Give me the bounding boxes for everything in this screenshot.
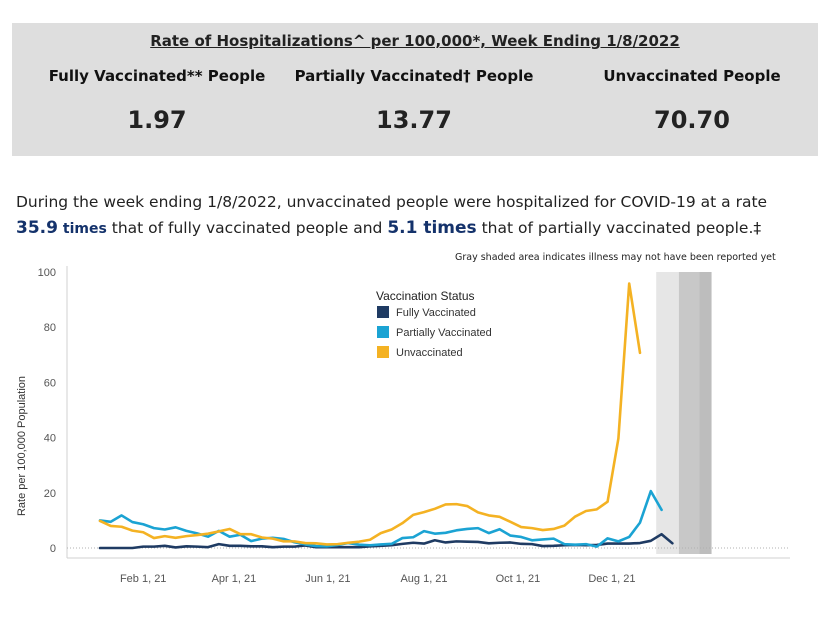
chart-series (98, 282, 674, 550)
fully-vaccinated-label: Fully Vaccinated** People (48, 67, 266, 85)
y-tick-label: 60 (44, 377, 56, 389)
statement-mid: that of fully vaccinated people and (111, 219, 383, 237)
partially-vaccinated-rate: 13.77 (376, 106, 452, 134)
legend-swatch (377, 306, 389, 318)
ratio-fully-vaccinated-unit: times (62, 221, 107, 237)
chart-legend: Vaccination Status Fully Vaccinated Parti… (376, 289, 492, 359)
partially-vaccinated-line (98, 489, 663, 548)
reporting-lag-shading (656, 272, 712, 554)
summary-title: Rate of Hospitalizations^ per 100,000*, … (150, 32, 680, 50)
legend-swatch (377, 346, 389, 358)
statement-intro: During the week ending 1/8/2022, unvacci… (16, 193, 768, 211)
fully-vaccinated-column: Fully Vaccinated** People 1.97 (27, 67, 287, 134)
rate-comparison-statement: During the week ending 1/8/2022, unvacci… (16, 189, 816, 242)
shade-light (656, 272, 679, 554)
y-tick-label: 20 (44, 488, 56, 500)
x-tick-label: Jun 1, 21 (305, 573, 350, 585)
legend-label: Partially Vaccinated (396, 327, 492, 339)
x-tick-label: Aug 1, 21 (400, 573, 447, 585)
unvaccinated-label: Unvaccinated People (603, 67, 781, 85)
unvaccinated-column: Unvaccinated People 70.70 (562, 67, 822, 134)
legend-title: Vaccination Status (376, 289, 475, 303)
shade-dark (678, 272, 702, 554)
x-tick-label: Feb 1, 21 (120, 573, 166, 585)
unvaccinated-line (98, 282, 642, 546)
legend-label: Unvaccinated (396, 347, 463, 359)
summary-panel: Rate of Hospitalizations^ per 100,000*, … (12, 23, 818, 156)
y-axis-label: Rate per 100,000 Population (16, 376, 28, 516)
shade-darkest (699, 272, 712, 554)
partially-vaccinated-column: Partially Vaccinated† People 13.77 (284, 67, 544, 134)
y-tick-label: 80 (44, 322, 56, 334)
chart-axes: 0 20 40 60 80 100 Feb 1, 21 Apr 1, 21 Jun 1, 21 A… (38, 266, 790, 585)
partially-vaccinated-label: Partially Vaccinated† People (294, 67, 534, 85)
reporting-lag-note: Gray shaded area indicates illness may n… (455, 252, 776, 263)
x-tick-label: Dec 1, 21 (588, 573, 635, 585)
y-tick-label: 40 (44, 433, 56, 445)
x-tick-label: Oct 1, 21 (496, 573, 541, 585)
ratio-partially-vaccinated: 5.1 times (387, 218, 477, 238)
hospitalization-rate-chart: 0 20 40 60 80 100 Feb 1, 21 Apr 1, 21 Jun 1, 21 A… (16, 266, 790, 585)
legend-label: Fully Vaccinated (396, 307, 476, 319)
ratio-fully-vaccinated: 35.9 (16, 218, 58, 238)
y-tick-label: 0 (50, 543, 56, 555)
legend-swatch (377, 326, 389, 338)
y-tick-label: 100 (38, 267, 56, 279)
x-tick-label: Apr 1, 21 (212, 573, 257, 585)
unvaccinated-rate: 70.70 (654, 106, 730, 134)
fully-vaccinated-rate: 1.97 (127, 106, 187, 134)
statement-outro: that of partially vaccinated people.‡ (481, 219, 762, 237)
